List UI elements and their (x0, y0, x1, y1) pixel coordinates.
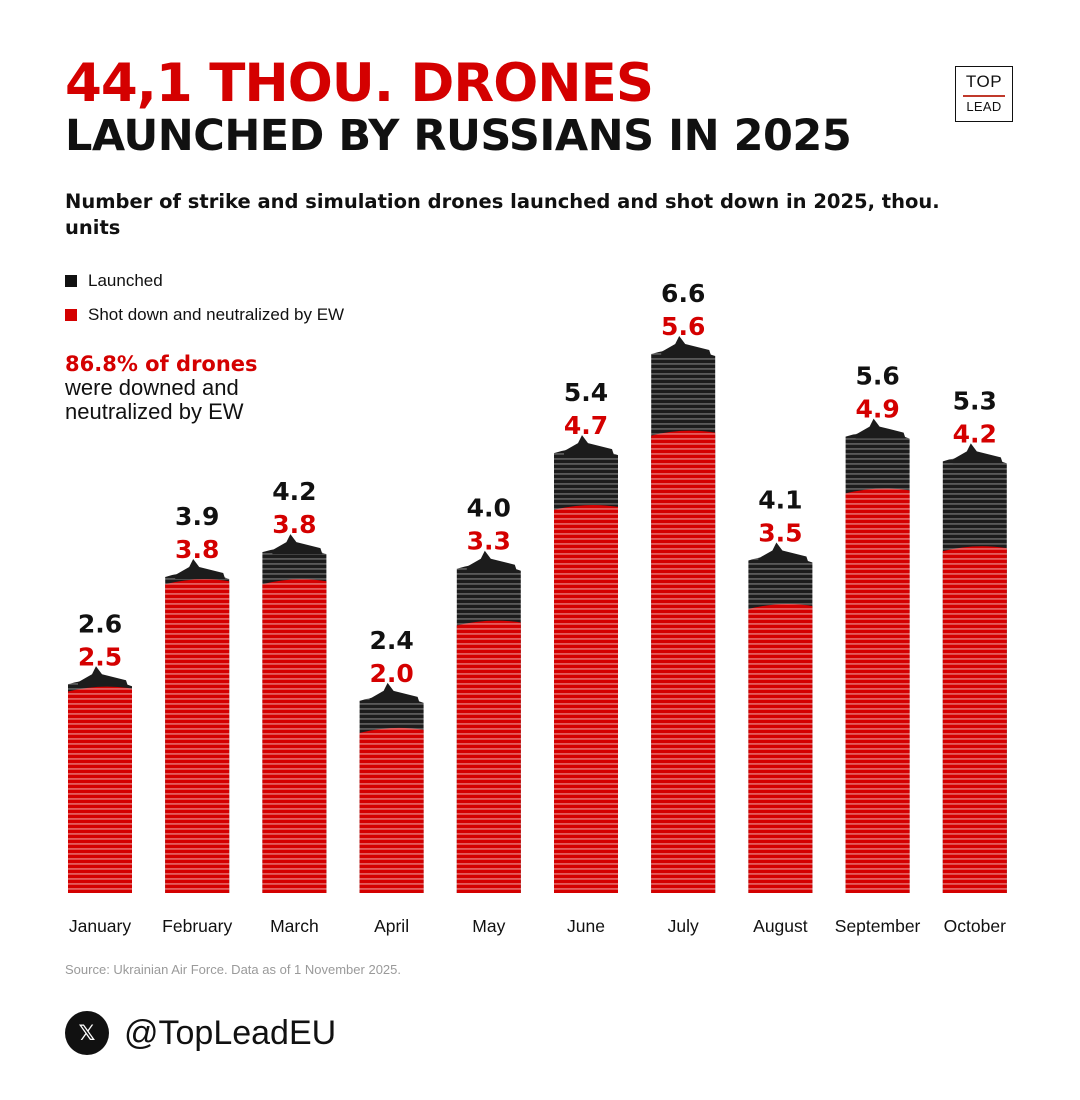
data-label-launched: 5.3 (953, 386, 997, 415)
bar-shot-down (262, 579, 327, 893)
note-line-3: neutralized by EW (65, 399, 244, 424)
x-tick-label: March (270, 916, 319, 936)
x-tick-label: May (472, 916, 505, 936)
data-label-shot-down: 5.6 (661, 312, 705, 341)
legend-label-shot-down: Shot down and neutralized by EW (88, 305, 345, 324)
data-label-launched: 6.6 (661, 279, 705, 308)
chart-subtitle: Number of strike and simulation drones l… (65, 190, 940, 239)
drone-cap-icon (661, 336, 712, 356)
twitter-handle: @TopLeadEU (124, 1013, 337, 1052)
x-tick-label: July (668, 916, 699, 936)
drone-cap-icon (564, 435, 614, 456)
data-label-launched: 4.1 (758, 485, 802, 514)
data-label-shot-down: 4.7 (564, 411, 608, 440)
page-title-line2: LAUNCHED BY RUSSIANS IN 2025 (65, 111, 852, 161)
bar-shot-down (68, 686, 132, 893)
percentage-note: 86.8% of drones were downed and neutrali… (65, 352, 365, 424)
data-label-shot-down: 3.8 (175, 535, 219, 564)
x-tick-label: February (162, 916, 232, 936)
legend-item-shot-down: Shot down and neutralized by EW (65, 304, 344, 326)
x-tick-label: August (753, 916, 808, 936)
legend-label-launched: Launched (88, 271, 163, 290)
x-tick-label: January (69, 916, 132, 936)
data-label-shot-down: 3.3 (467, 527, 511, 556)
drone-cap-icon (855, 418, 906, 439)
data-label-launched: 5.4 (564, 378, 608, 407)
data-label-launched: 2.6 (78, 609, 122, 638)
logo-top-text: TOP (965, 72, 1003, 91)
drone-cap-icon (952, 443, 1003, 464)
chart-legend: Launched Shot down and neutralized by EW (65, 270, 344, 338)
data-label-launched: 5.6 (855, 362, 899, 391)
data-label-launched: 4.2 (272, 477, 316, 506)
data-label-shot-down: 3.5 (758, 518, 802, 547)
data-label-shot-down: 4.9 (855, 395, 899, 424)
bar-shot-down (942, 546, 1007, 893)
bar-shot-down (359, 727, 424, 893)
bar-shot-down (165, 579, 230, 893)
drone-cap-icon (758, 542, 809, 563)
drone-cap-icon (175, 558, 226, 579)
note-line-2: were downed and (65, 375, 239, 400)
data-label-shot-down: 2.0 (369, 659, 413, 688)
bar-shot-down (554, 504, 618, 893)
data-label-launched: 4.0 (467, 494, 511, 523)
data-label-shot-down: 2.5 (78, 642, 122, 671)
x-tick-label: June (567, 916, 605, 936)
legend-item-launched: Launched (65, 270, 344, 292)
logo-divider (963, 95, 1005, 97)
social-handle: 𝕏 @TopLeadEU (65, 1011, 336, 1055)
bar-shot-down (845, 488, 910, 893)
drone-cap-icon (272, 534, 323, 555)
data-label-launched: 2.4 (369, 626, 413, 655)
page-title: 44,1 THOU. DRONES (65, 53, 654, 114)
data-label-launched: 3.9 (175, 502, 219, 531)
legend-swatch-launched (65, 275, 77, 287)
bar-shot-down (456, 620, 521, 893)
legend-swatch-shot-down (65, 309, 77, 321)
bar-shot-down (748, 604, 813, 893)
toplead-logo: TOP LEAD (955, 66, 1013, 122)
x-logo-icon: 𝕏 (65, 1011, 109, 1055)
note-highlight: 86.8% of drones (65, 352, 258, 376)
drone-cap-icon (78, 666, 128, 687)
drone-cap-icon (369, 682, 420, 703)
x-tick-label: October (944, 916, 1006, 936)
bar-shot-down (651, 430, 716, 893)
x-tick-label: September (835, 916, 921, 936)
logo-bottom-text: LEAD (966, 98, 1002, 114)
source-note: Source: Ukrainian Air Force. Data as of … (65, 962, 401, 977)
drone-cap-icon (466, 550, 517, 571)
data-label-shot-down: 4.2 (953, 419, 997, 448)
data-label-shot-down: 3.8 (272, 510, 316, 539)
x-tick-label: April (374, 916, 409, 936)
